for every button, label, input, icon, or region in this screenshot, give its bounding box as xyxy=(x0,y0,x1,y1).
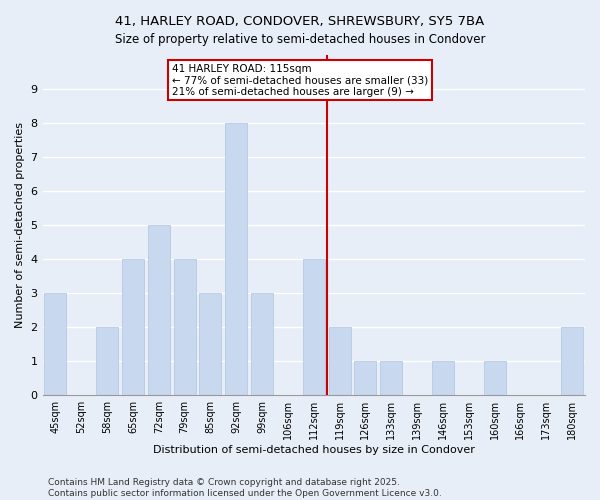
Bar xyxy=(303,259,325,396)
Bar xyxy=(484,362,506,396)
Bar xyxy=(173,259,196,396)
Bar xyxy=(96,328,118,396)
Bar xyxy=(561,328,583,396)
Bar xyxy=(225,123,247,396)
Bar xyxy=(251,293,273,396)
Bar xyxy=(122,259,144,396)
Y-axis label: Number of semi-detached properties: Number of semi-detached properties xyxy=(15,122,25,328)
Bar xyxy=(380,362,402,396)
Bar xyxy=(148,225,170,396)
Bar xyxy=(44,293,67,396)
Bar xyxy=(199,293,221,396)
Bar xyxy=(432,362,454,396)
Bar xyxy=(355,362,376,396)
Text: 41 HARLEY ROAD: 115sqm
← 77% of semi-detached houses are smaller (33)
21% of sem: 41 HARLEY ROAD: 115sqm ← 77% of semi-det… xyxy=(172,64,428,96)
Text: 41, HARLEY ROAD, CONDOVER, SHREWSBURY, SY5 7BA: 41, HARLEY ROAD, CONDOVER, SHREWSBURY, S… xyxy=(115,15,485,28)
Text: Size of property relative to semi-detached houses in Condover: Size of property relative to semi-detach… xyxy=(115,32,485,46)
X-axis label: Distribution of semi-detached houses by size in Condover: Distribution of semi-detached houses by … xyxy=(153,445,475,455)
Text: Contains HM Land Registry data © Crown copyright and database right 2025.
Contai: Contains HM Land Registry data © Crown c… xyxy=(48,478,442,498)
Bar xyxy=(329,328,350,396)
